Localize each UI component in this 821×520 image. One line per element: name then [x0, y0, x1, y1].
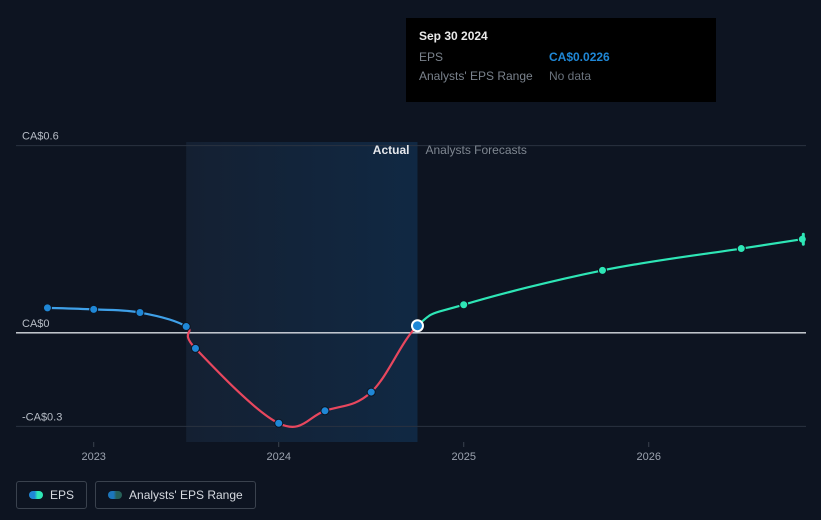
svg-text:2026: 2026	[636, 451, 660, 463]
chart-legend: EPS Analysts' EPS Range	[16, 481, 256, 509]
legend-swatch-icon	[29, 491, 43, 499]
tooltip-label: EPS	[419, 48, 549, 67]
tooltip-date: Sep 30 2024	[419, 27, 703, 46]
chart-tooltip: Sep 30 2024 EPS CA$0.0226 Analysts' EPS …	[406, 18, 716, 102]
svg-text:Analysts Forecasts: Analysts Forecasts	[425, 143, 526, 157]
tooltip-value: No data	[549, 67, 591, 86]
tooltip-label: Analysts' EPS Range	[419, 67, 549, 86]
svg-text:2024: 2024	[266, 451, 290, 463]
legend-item-range[interactable]: Analysts' EPS Range	[95, 481, 256, 509]
tooltip-row-eps: EPS CA$0.0226	[419, 48, 703, 67]
svg-text:CA$0.6: CA$0.6	[22, 131, 59, 143]
legend-item-eps[interactable]: EPS	[16, 481, 87, 509]
svg-text:-CA$0.3: -CA$0.3	[22, 411, 62, 423]
svg-text:CA$0: CA$0	[22, 318, 50, 330]
tooltip-row-range: Analysts' EPS Range No data	[419, 67, 703, 86]
legend-label: Analysts' EPS Range	[129, 488, 243, 502]
eps-chart: CA$0.6 CA$0 -CA$0.3 Actual Analysts Forecast…	[0, 0, 821, 520]
tooltip-value: CA$0.0226	[549, 48, 610, 67]
legend-label: EPS	[50, 488, 74, 502]
svg-text:2025: 2025	[451, 451, 475, 463]
svg-text:2023: 2023	[81, 451, 105, 463]
legend-swatch-icon	[108, 491, 122, 499]
svg-text:Actual: Actual	[373, 143, 410, 157]
